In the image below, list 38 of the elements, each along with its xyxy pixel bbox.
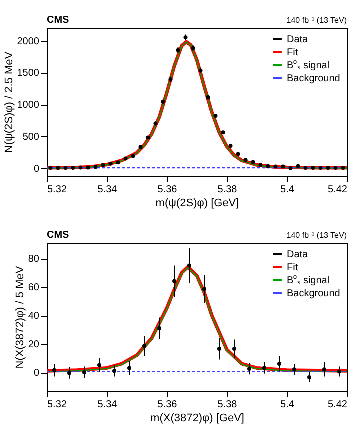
text: 140 fb⁻¹ (13 TeV) (286, 16, 348, 25)
text: CMS (47, 230, 70, 241)
x-tick-label: 5.38 (218, 400, 238, 410)
y-tick-label: 20 (28, 340, 40, 351)
x-axis-title: m(ψ(2S)φ) [GeV] (156, 198, 240, 210)
legend-label: Fit (287, 262, 298, 274)
y-tick-label: 2000 (17, 36, 40, 48)
text: CMS (47, 15, 70, 26)
legend-label: Fit (287, 48, 298, 58)
x-tick-label: 5.4 (280, 184, 295, 196)
legend-label: Data (287, 34, 309, 46)
x-tick-label: 5.32 (48, 400, 68, 410)
x-tick-label: 5.34 (98, 400, 118, 410)
y-tick-label: 1500 (17, 68, 40, 80)
x-tick-label: 5.32 (48, 184, 68, 196)
x-tick-label: 5.42 (328, 184, 348, 196)
x-tick-label: 5.4 (280, 400, 295, 410)
legend-label: Data (287, 250, 309, 260)
legend-label: Background (287, 288, 340, 300)
y-tick-label: 80 (28, 254, 40, 266)
x-tick-label: 5.38 (218, 184, 238, 196)
text: 140 fb⁻¹ (13 TeV) (286, 231, 348, 240)
x-tick-label: 5.34 (98, 184, 118, 196)
y-tick-label: 40 (28, 311, 40, 322)
x-tick-label: 5.36 (158, 400, 178, 410)
y-tick-label: 500 (22, 132, 40, 143)
x-tick-label: 5.42 (328, 400, 348, 410)
y-tick-label: 60 (28, 282, 40, 294)
y-axis-title: N(X(3872)φ) / 5 MeV (14, 266, 26, 369)
legend-label: B⁰ₛ signal (287, 60, 330, 72)
x-tick-label: 5.36 (158, 184, 178, 196)
y-tick-label: 0 (34, 164, 40, 175)
x-axis-title: m(X(3872)φ) [GeV] (150, 412, 244, 424)
legend-label: B⁰ₛ signal (287, 274, 330, 286)
y-tick-label: 0 (34, 368, 40, 379)
legend-label: Background (287, 74, 340, 84)
y-tick-label: 1000 (17, 100, 40, 112)
y-axis-title: N(ψ(2S)φ) / 2.5 MeV (3, 51, 16, 154)
